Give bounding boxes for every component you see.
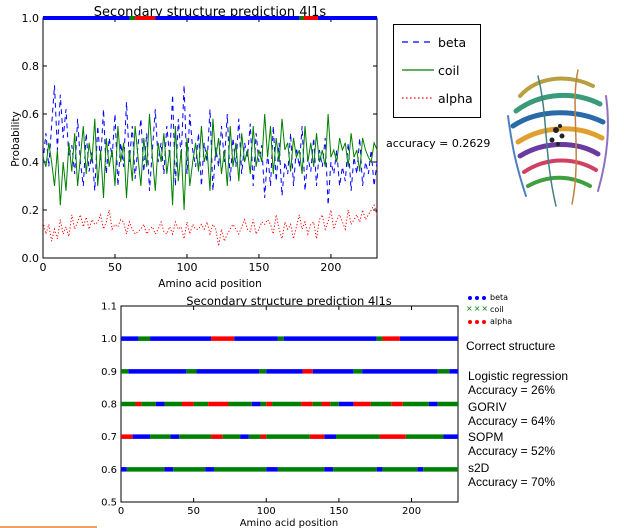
chart-bottom-xtick-label: 150 [329,506,348,517]
label-logistic-regression-accuracy: Accuracy = 26% [468,383,556,397]
chart-top-xtick-label: 0 [40,261,47,274]
label-goriv: GORIV [468,400,507,414]
legend2-label-alpha: alpha [490,317,513,326]
chart-bottom-ytick-label: 1.0 [101,334,117,345]
label-sopm-accuracy: Accuracy = 52% [468,444,556,458]
protein-structure-image [507,69,609,207]
chart-top-xtick-label: 200 [320,261,341,274]
legend-swatch-alpha [402,97,434,99]
chart-top-ylabel: Probability [10,111,22,167]
legend2-item-beta: beta [464,293,534,305]
chart-bottom-xtick-label: 200 [402,506,421,517]
chart-bottom-ytick-label: 0.6 [101,465,117,476]
chart-bottom: Secondary structure prediction 4l1s 0 50 1… [101,294,459,528]
legend-swatch-coil [402,69,434,71]
chart-bottom-legend: beta ××× coil alpha [464,291,534,331]
legend-swatch-beta [402,41,434,43]
legend2-label-beta: beta [490,293,509,302]
chart-bottom-xlabel: Amino acid position [240,518,339,528]
legend-label-coil: coil [438,63,460,78]
chart-bottom-xtick-label: 100 [257,506,276,517]
legend2-swatch-alpha [468,320,486,324]
legend2-item-coil: ××× coil [464,304,534,317]
label-sopm: SOPM [468,430,504,444]
label-goriv-accuracy: Accuracy = 64% [468,414,556,428]
series-line-coil [42,113,378,211]
legend2-swatch-beta [468,296,486,300]
series-line-beta [42,85,378,206]
chart-top-xtick-label: 100 [176,261,197,274]
footer-accent-bar [0,526,97,528]
legend-item-alpha: alpha [394,89,480,109]
chart-top-ytick-label: 0.6 [22,108,40,121]
label-logistic-regression: Logistic regression [468,369,569,383]
chart-top-ytick-label: 0.2 [22,204,40,217]
chart-bottom-ytick-label: 0.7 [101,432,117,443]
series-line-alpha [42,203,378,247]
chart-top-ytick-label: 0.8 [22,60,40,73]
chart-top-xlabel: Amino acid position [158,278,261,290]
chart-top-ytick-label: 0.4 [22,156,40,169]
chart-bottom-xtick-label: 0 [118,506,124,517]
legend2-swatch-coil: ××× [466,304,490,313]
chart-top: Secondary structure prediction 4l1s 0 50 1… [10,5,490,290]
legend-label-alpha: alpha [438,91,473,106]
label-s2d-accuracy: Accuracy = 70% [468,475,556,489]
chart-bottom-title: Secondary structure prediction 4l1s [186,294,392,308]
chart-bottom-ytick-label: 0.8 [101,400,117,411]
chart-bottom-xtick-label: 50 [187,506,200,517]
legend-item-coil: coil [394,61,480,81]
chart-top-ytick-label: 0.0 [22,252,40,265]
label-correct-structure: Correct structure [466,339,556,353]
chart-top-xtick-label: 150 [248,261,269,274]
chart-bottom-ytick-label: 0.9 [101,367,117,378]
chart-top-xtick-label: 50 [108,261,122,274]
chart-top-annotation: accuracy = 0.2629 [386,137,490,150]
legend-item-beta: beta [394,33,480,53]
chart-bottom-ytick-label: 1.1 [101,302,117,313]
chart-bottom-ytick-label: 0.5 [101,498,117,509]
legend2-item-alpha: alpha [464,317,534,329]
legend2-label-coil: coil [490,305,504,314]
label-s2d: s2D [468,461,490,475]
chart-top-ytick-label: 1.0 [22,12,40,25]
chart-top-legend: beta coil alpha [393,24,481,118]
legend-label-beta: beta [438,35,467,50]
